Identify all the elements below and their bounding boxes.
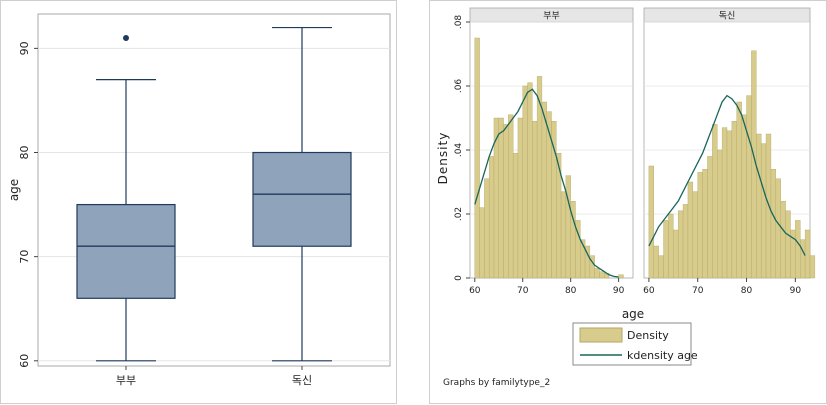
histogram-bar	[692, 191, 698, 279]
histogram-bar	[775, 178, 781, 279]
histogram-bar	[498, 117, 504, 279]
box-plot-chart: 60 70 80 90 부부 독신 age	[0, 0, 397, 404]
histogram-y-axis-label: Density	[436, 132, 450, 185]
box-plot-y-axis: 60 70 80 90	[18, 41, 38, 368]
histogram-x-tick-label: 70	[517, 286, 529, 296]
histogram-y-tick-label: 0	[454, 275, 464, 281]
box-plot-x-axis: 부부 독신	[116, 366, 312, 387]
histogram-bar	[565, 175, 571, 279]
histogram-bar	[648, 165, 654, 279]
kdensity-line	[648, 94, 806, 256]
box-iqr	[76, 203, 176, 299]
histogram-bar	[527, 82, 533, 279]
histogram-bar	[741, 114, 747, 279]
histogram-bar	[795, 220, 801, 279]
legend-kdensity-label: kdensity age	[627, 349, 698, 362]
histogram-x-tick-label: 60	[469, 286, 481, 296]
histogram-bar	[800, 239, 806, 279]
histogram-bar	[746, 95, 752, 279]
histogram-y-tick-label: .06	[454, 79, 464, 94]
histogram-x-tick-label: 60	[643, 286, 655, 296]
histogram-bar	[760, 143, 767, 279]
box-1	[76, 34, 176, 362]
histogram-bar	[484, 178, 490, 279]
histogram-bar	[673, 229, 679, 279]
histogram-x-axis-label: age	[622, 307, 644, 321]
box-plot-y-axis-label: age	[7, 179, 21, 201]
legend: Density kdensity age	[572, 322, 698, 366]
box-plot-y-tick-label: 70	[18, 250, 31, 264]
box-plot-x-tick-label: 부부	[116, 374, 136, 387]
histogram-bar	[541, 101, 547, 279]
histogram-bar	[512, 152, 519, 279]
histogram-bar	[488, 156, 495, 279]
histogram-bar	[756, 133, 762, 279]
histogram-bar	[682, 204, 689, 279]
histogram-bar	[804, 229, 811, 279]
box-iqr	[252, 151, 352, 247]
histogram-density-chart: 부부 0 .02 .04 .06 .08 60 70 80 90 독신 60 70 80 90 Densit…	[429, 0, 827, 404]
histogram-bar	[702, 168, 708, 279]
histogram-bar	[517, 117, 523, 279]
histogram-bar	[668, 213, 674, 279]
legend-density-swatch	[579, 327, 623, 343]
histogram-bar	[731, 120, 737, 279]
histogram-bar	[707, 156, 713, 279]
histogram-bar	[560, 191, 567, 279]
histogram-bar	[809, 255, 816, 279]
histogram-bar	[658, 255, 664, 279]
histogram-bar	[589, 255, 595, 279]
box-plot-y-tick-label: 90	[18, 41, 31, 55]
histogram-x-tick-label: 80	[741, 286, 753, 296]
histogram-bar	[594, 268, 600, 279]
histogram-bar	[785, 210, 791, 279]
histogram-bar	[712, 124, 718, 279]
box-plot-y-tick-label: 80	[18, 146, 31, 160]
histogram-panels: 부부 0 .02 .04 .06 .08 60 70 80 90 독신 60 70 80 90	[454, 7, 816, 296]
histogram-bar	[522, 85, 528, 279]
histogram-x-tick-label: 90	[790, 286, 802, 296]
panel-2: 독신 60 70 80 90	[643, 7, 816, 296]
histogram-bar	[653, 245, 659, 279]
histogram-bar	[717, 149, 723, 279]
box-plot-x-tick-label: 독신	[292, 374, 312, 387]
histogram-x-tick-label: 70	[692, 286, 704, 296]
histogram-bar	[474, 37, 480, 279]
box-outlier-point	[123, 34, 129, 41]
histogram-bar	[677, 210, 684, 279]
histogram-bar	[599, 271, 605, 279]
histogram-bar	[503, 124, 509, 279]
histogram-y-tick-label: .02	[454, 207, 464, 221]
panel-header-label: 부부	[543, 11, 560, 22]
histogram-bar	[780, 200, 786, 279]
box-plot-y-tick-label: 60	[18, 354, 31, 368]
legend-density-label: Density	[627, 329, 669, 342]
histogram-x-tick-label: 90	[613, 286, 625, 296]
histogram-bar	[532, 120, 538, 279]
histogram-bar	[479, 207, 485, 279]
panel-1: 부부 0 .02 .04 .06 .08 60 70 80 90	[454, 7, 634, 296]
graphs-by-note: Graphs by familytype_2	[443, 378, 550, 388]
histogram-x-tick-label: 80	[565, 286, 577, 296]
histogram-bar	[736, 101, 742, 279]
box-plot-boxes	[76, 26, 352, 362]
histogram-bar	[508, 114, 514, 279]
histogram-bar	[726, 130, 733, 279]
histogram-y-tick-label: .08	[454, 15, 464, 30]
histogram-bar	[618, 274, 624, 279]
histogram-bar	[663, 220, 669, 279]
kdensity-line	[474, 88, 619, 278]
histogram-y-tick-label: .04	[454, 143, 464, 158]
histogram-bar	[687, 181, 694, 279]
histogram-bar	[770, 168, 777, 279]
histogram-bar	[721, 127, 728, 279]
histogram-bar	[697, 172, 703, 279]
panel-header-label: 독신	[719, 11, 736, 22]
box-2	[252, 26, 352, 362]
